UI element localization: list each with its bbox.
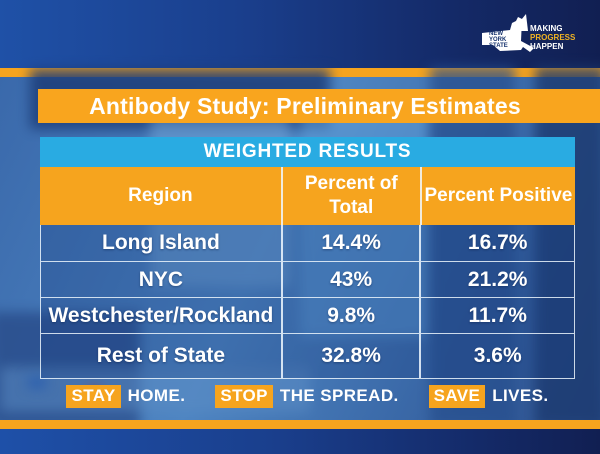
cell-region: Rest of State — [96, 344, 226, 367]
logo-tagline-word-3: HAPPEN — [530, 42, 564, 51]
table-title: WEIGHTED RESULTS — [40, 137, 575, 167]
cell-region: Westchester/Rockland — [48, 303, 274, 327]
table-row: Long Island 14.4% 16.7% — [41, 225, 574, 261]
logo-tagline-word-2: PROGRESS — [530, 33, 576, 42]
nys-logo: NEW YORK STATE MAKING PROGRESS HAPPEN — [476, 13, 586, 65]
tagline-rest: THE SPREAD. — [279, 386, 399, 405]
cell-percent-of-total: 9.8% — [280, 298, 420, 333]
tagline-highlight: SAVE — [428, 384, 486, 408]
tagline-rest: LIVES. — [492, 386, 549, 405]
table-row: Rest of State 32.8% 3.6% — [41, 333, 574, 378]
tagline-segment-stop-the-spread: STOP THE SPREAD. — [215, 384, 399, 408]
table-body: Long Island 14.4% 16.7% NYC 43% 21.2% We… — [40, 225, 575, 379]
cell-percent-of-total: 14.4% — [280, 225, 420, 261]
photo-shape — [28, 377, 46, 388]
cell-percent-of-total: 32.8% — [280, 334, 420, 378]
title-banner: Antibody Study: Preliminary Estimates — [38, 89, 600, 123]
column-header-region: Region — [128, 185, 193, 207]
cell-region: Long Island — [102, 231, 220, 254]
logo-state-word-1: NEW — [489, 31, 503, 37]
cell-percent-positive: 16.7% — [419, 225, 574, 261]
photo-shape — [535, 67, 600, 427]
tagline-highlight: STOP — [215, 384, 273, 408]
results-table: WEIGHTED RESULTS Region Percent of Total… — [40, 137, 575, 379]
photo-shape — [430, 67, 515, 427]
logo-state-word-2: YORK — [489, 37, 507, 43]
tagline: STAY HOME. STOP THE SPREAD. SAVE LIVES. — [40, 383, 575, 409]
tagline-rest: HOME. — [127, 386, 186, 405]
tagline-segment-save-lives: SAVE LIVES. — [428, 384, 549, 408]
ny-state-icon: NEW YORK STATE MAKING PROGRESS HAPPEN — [482, 14, 576, 52]
column-header-percent-positive: Percent Positive — [419, 167, 575, 225]
logo-state-word-3: STATE — [489, 43, 508, 49]
page-title: Antibody Study: Preliminary Estimates — [89, 92, 521, 119]
cell-percent-of-total: 43% — [280, 262, 420, 297]
bottom-band — [0, 429, 600, 454]
cell-percent-positive: 11.7% — [419, 298, 574, 333]
cell-percent-positive: 21.2% — [419, 262, 574, 297]
cell-percent-positive: 3.6% — [419, 334, 574, 378]
tagline-highlight: STAY — [66, 384, 121, 408]
column-header-percent-of-total: Percent of Total — [280, 167, 420, 225]
table-header-row: Region Percent of Total Percent Positive — [40, 167, 575, 225]
cell-region: NYC — [138, 267, 184, 291]
table-row: Westchester/Rockland 9.8% 11.7% — [41, 297, 574, 333]
table-row: NYC 43% 21.2% — [41, 261, 574, 297]
bottom-orange-strip — [0, 420, 600, 429]
tagline-segment-stay-home: STAY HOME. — [66, 384, 186, 408]
logo-tagline-word-1: MAKING — [530, 24, 562, 33]
